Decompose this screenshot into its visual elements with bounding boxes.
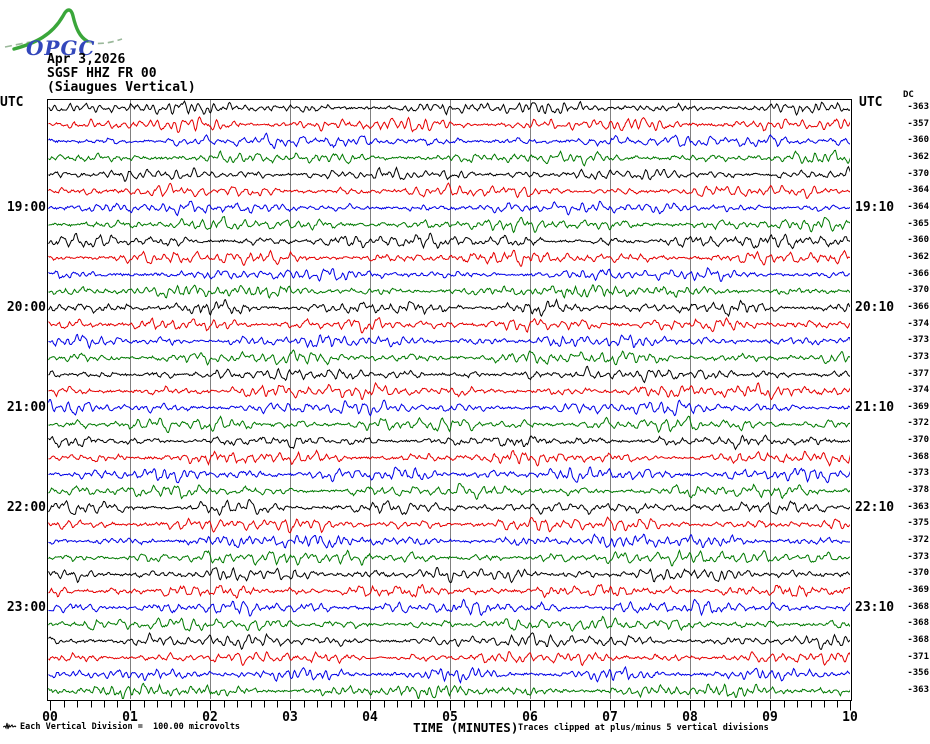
dc-value: -360 [907, 235, 929, 246]
x-axis-tick-label: 07 [602, 710, 618, 725]
x-axis-tick-label: 09 [762, 710, 778, 725]
logo-dash-left [4, 41, 31, 48]
utc-time-label-right: 19:10 [855, 199, 895, 215]
dc-value: -377 [907, 368, 929, 379]
dc-value: -370 [907, 168, 929, 179]
dc-value: -369 [907, 585, 929, 596]
dc-value: -364 [907, 201, 929, 212]
dc-value: -368 [907, 451, 929, 462]
utc-time-label-right: 22:10 [855, 499, 895, 515]
dc-value: -373 [907, 551, 929, 562]
header: Apr 3,2026 SGSF HHZ FR 00 (Siaugues Vert… [47, 53, 196, 95]
dc-value: -363 [907, 102, 929, 112]
dc-value: -357 [907, 118, 929, 129]
utc-time-label-right: 21:10 [855, 399, 895, 415]
x-axis-tick-label: 06 [522, 710, 538, 725]
dc-value: -369 [907, 401, 929, 412]
clip-note: Traces clipped at plus/minus 5 vertical … [518, 723, 769, 733]
utc-time-label-left: 20:00 [6, 299, 46, 315]
dc-value: -362 [907, 251, 929, 262]
x-axis-tick-label: 10 [842, 710, 858, 725]
x-axis-tick-label: 04 [362, 710, 378, 725]
header-location: (Siaugues Vertical) [47, 80, 196, 95]
dc-value: -373 [907, 335, 929, 346]
dc-value: -370 [907, 285, 929, 296]
logo-mountain-curve [12, 8, 89, 51]
logo-dash-right [87, 38, 123, 45]
dc-value: -368 [907, 618, 929, 629]
x-axis-tick-label: 03 [282, 710, 298, 725]
dc-value: -362 [907, 151, 929, 162]
x-axis-tick-label: 05 [442, 710, 458, 725]
header-station: SGSF HHZ FR 00 [47, 66, 157, 81]
dc-value: -363 [907, 685, 929, 695]
dc-value: -360 [907, 135, 929, 146]
vertical-division-scale-note: Each Vertical Division = 100.00 microvol… [20, 722, 241, 732]
utc-time-label-right: 23:10 [855, 599, 895, 615]
utc-time-label-left: 22:00 [6, 499, 46, 515]
dc-value: -356 [907, 668, 929, 679]
dc-value: -373 [907, 351, 929, 362]
opgc-logo-text: OPGC [26, 36, 95, 60]
dc-value: -368 [907, 635, 929, 646]
x-axis-tick-label: 08 [682, 710, 698, 725]
dc-value: -374 [907, 318, 929, 329]
x-axis-tick-label: 00 [42, 710, 58, 725]
dc-value: -372 [907, 418, 929, 429]
opgc-logo: OPGC [4, 8, 123, 60]
dc-value: -363 [907, 501, 929, 512]
dc-value: -365 [907, 218, 929, 229]
dc-value: -372 [907, 535, 929, 546]
dc-value: -375 [907, 518, 929, 529]
header-date: Apr 3,2026 [47, 52, 126, 67]
dc-value: -378 [907, 485, 929, 496]
utc-time-label-left: 19:00 [6, 199, 46, 215]
x-axis-tick-label: 01 [122, 710, 138, 725]
utc-time-label-left: 23:00 [6, 599, 46, 615]
x-axis-tick-label: 02 [202, 710, 218, 725]
dc-value: -370 [907, 435, 929, 446]
utc-time-label-right: 20:10 [855, 299, 895, 315]
dc-value: -366 [907, 301, 929, 312]
utc-time-label-left: 21:00 [6, 399, 46, 415]
utc-left-header: UTC [0, 95, 24, 110]
utc-right-header: UTC [859, 95, 883, 110]
x-axis-title: TIME (MINUTES) [413, 720, 519, 735]
dc-value: -373 [907, 468, 929, 479]
dc-value: -364 [907, 185, 929, 196]
dc-value: -368 [907, 601, 929, 612]
dc-value: -370 [907, 568, 929, 579]
dc-value: -371 [907, 651, 929, 662]
mini-trace-icon [3, 722, 17, 730]
dc-value: -366 [907, 268, 929, 279]
dc-column-header: DC [903, 90, 914, 100]
dc-value: -374 [907, 385, 929, 396]
